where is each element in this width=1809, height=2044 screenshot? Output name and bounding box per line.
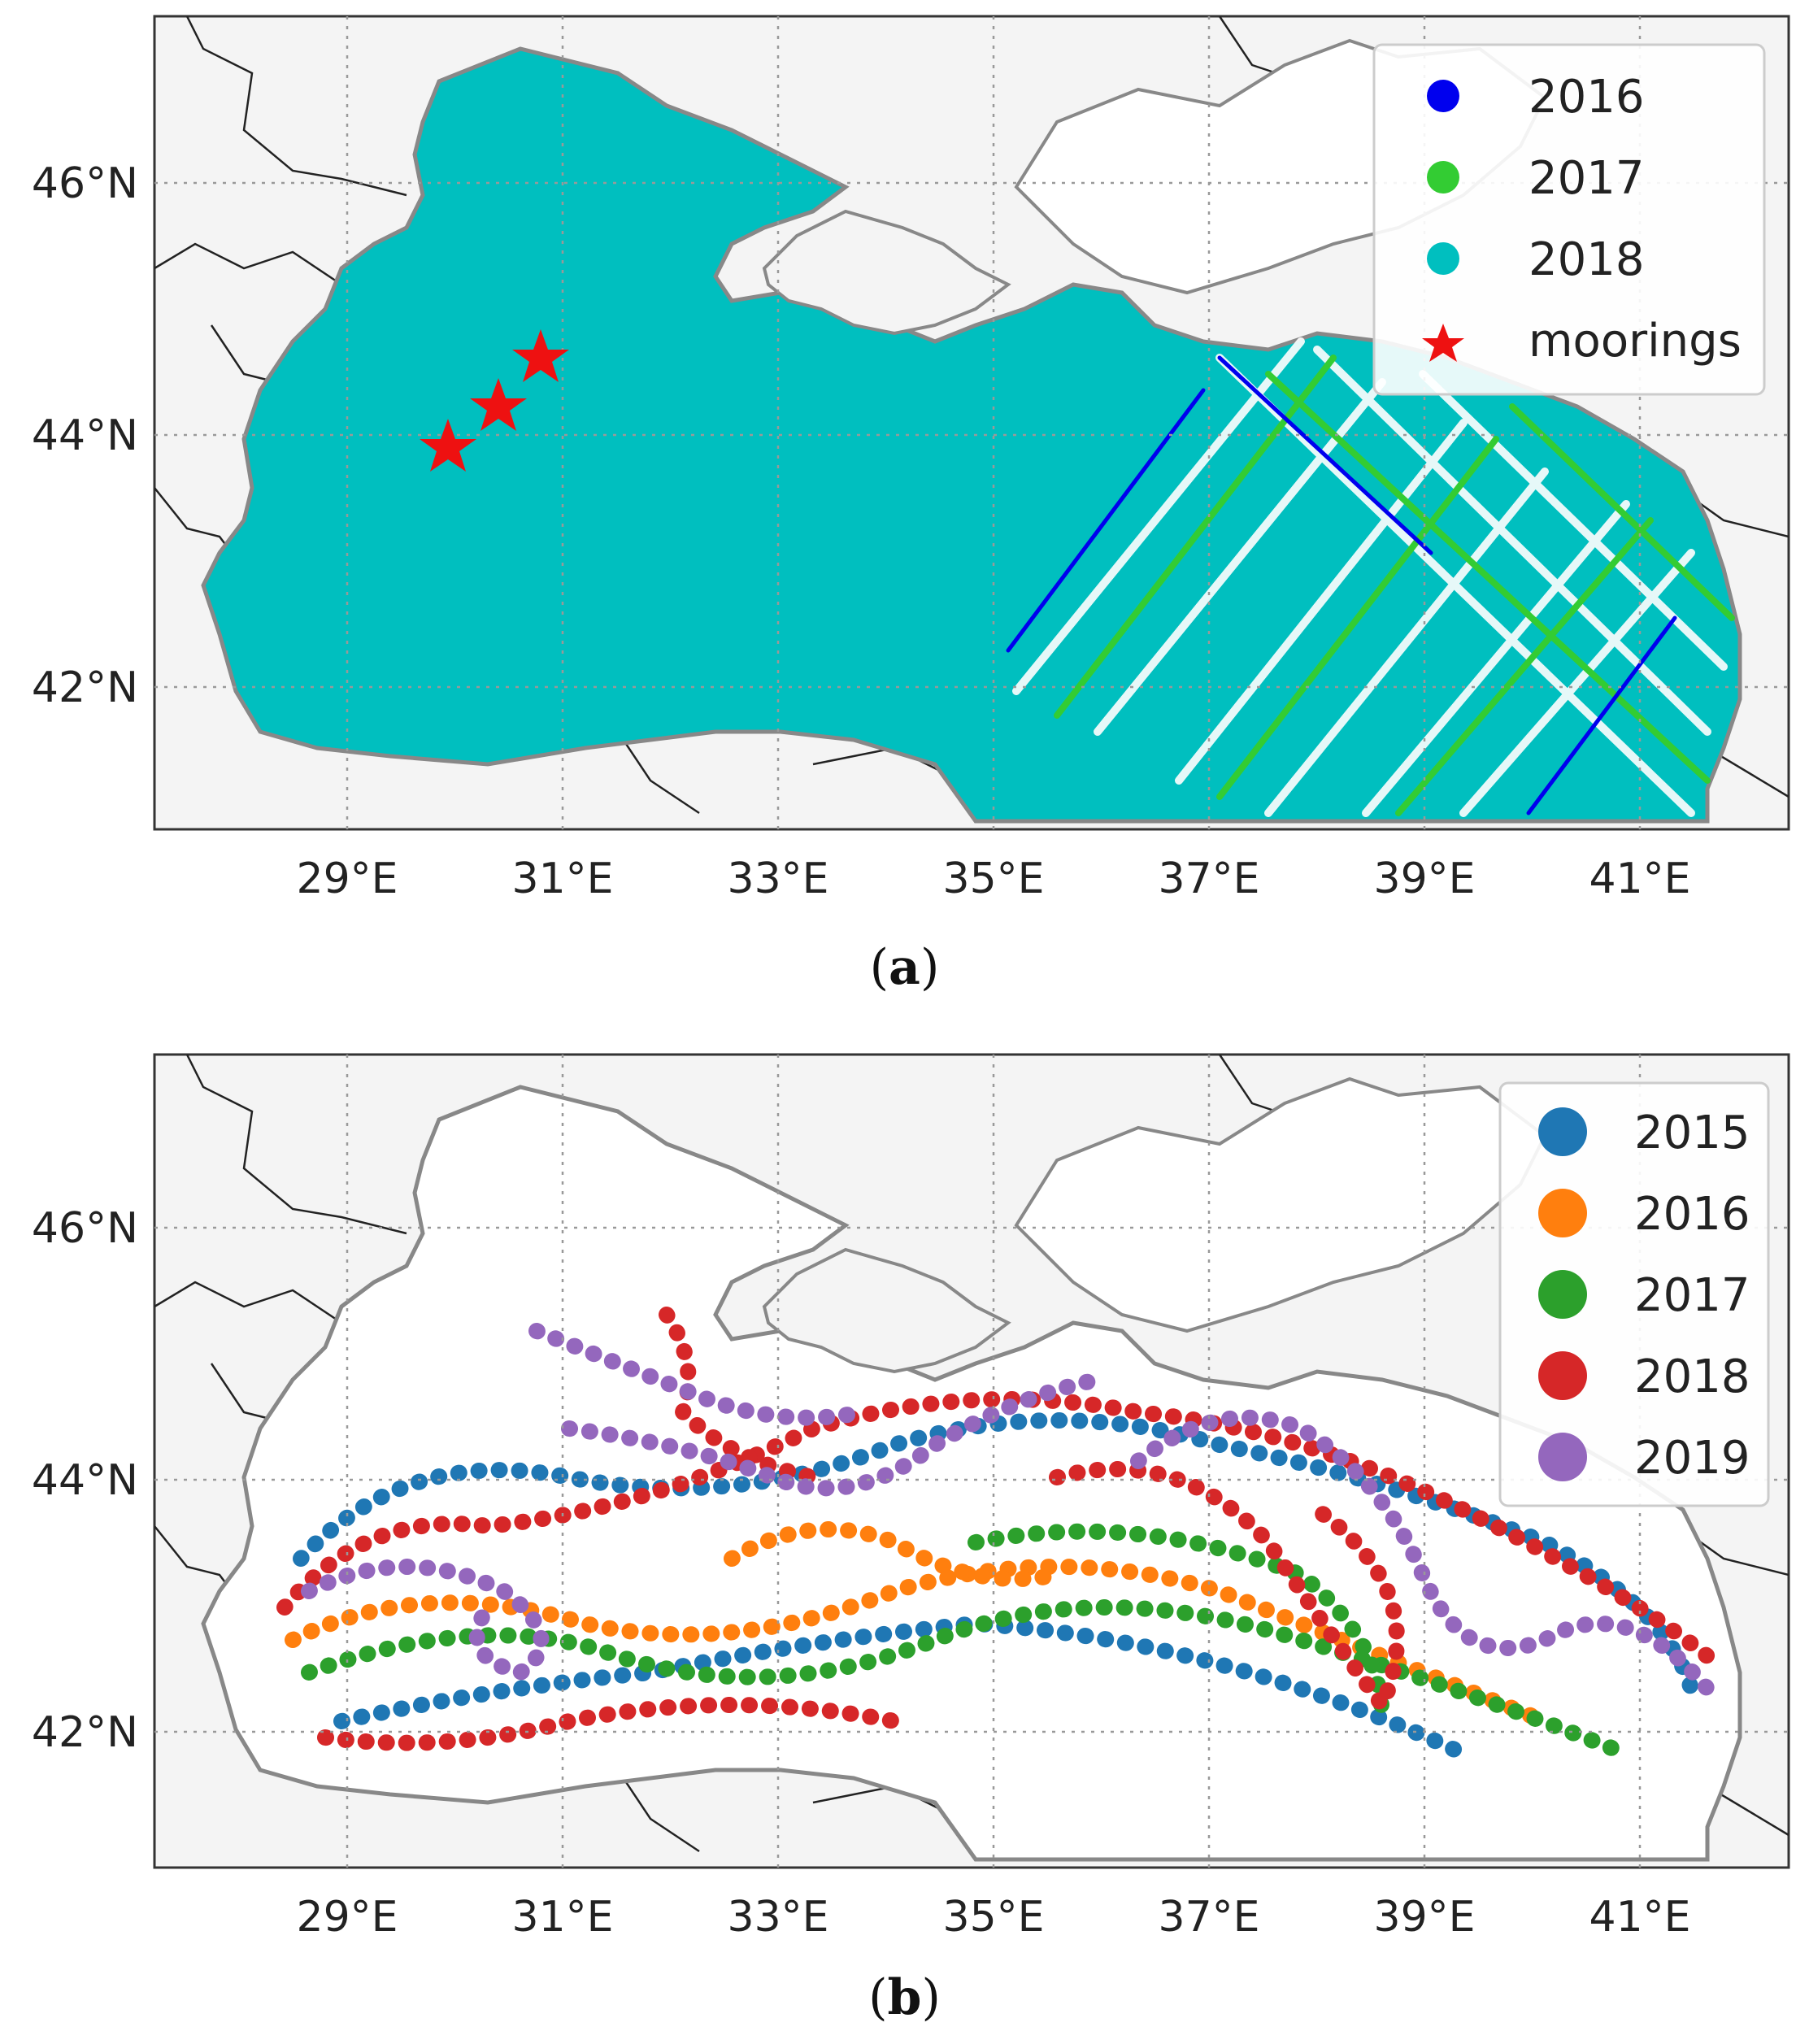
y-tick: 46°N bbox=[32, 159, 138, 208]
y-ticks-b: 46°N 44°N 42°N bbox=[32, 1204, 138, 1757]
x-tick: 33°E bbox=[727, 855, 828, 903]
legend-marker bbox=[1538, 1270, 1587, 1319]
tracks-a bbox=[1006, 337, 1735, 817]
legend-label: moorings bbox=[1529, 315, 1742, 367]
x-tick: 33°E bbox=[727, 1893, 828, 1942]
caption-letter-b: b bbox=[887, 1969, 922, 2026]
map-panel-b: 29°E 31°E 33°E 35°E 37°E 39°E 41°E 46°N … bbox=[0, 1022, 1809, 2044]
legend-star-icon bbox=[1422, 324, 1464, 362]
drifter-tracks-b bbox=[276, 1307, 1716, 1762]
x-ticks-b: 29°E 31°E 33°E 35°E 37°E 39°E 41°E bbox=[296, 1893, 1690, 1942]
y-tick: 44°N bbox=[32, 411, 138, 460]
map-b-svg: 29°E 31°E 33°E 35°E 37°E 39°E 41°E 46°N … bbox=[32, 1053, 1790, 1942]
legend-marker bbox=[1538, 1189, 1587, 1237]
x-tick: 41°E bbox=[1589, 1893, 1690, 1942]
map-panel-a: 29°E 31°E 33°E 35°E 37°E 39°E 41°E 46°N … bbox=[32, 15, 1790, 996]
legend-label: 2019 bbox=[1634, 1432, 1750, 1485]
legend-label: 2017 bbox=[1634, 1269, 1750, 1322]
legend-marker bbox=[1427, 242, 1459, 275]
caption-letter-a: a bbox=[889, 939, 920, 996]
legend-marker bbox=[1538, 1107, 1587, 1156]
mooring-star bbox=[420, 419, 476, 472]
x-tick: 35°E bbox=[942, 1893, 1044, 1942]
y-tick: 46°N bbox=[32, 1204, 138, 1253]
black-sea-a bbox=[201, 46, 1742, 824]
legend-marker bbox=[1538, 1351, 1587, 1400]
legend-b: 2015 2016 2017 2018 2019 bbox=[1498, 1081, 1770, 1507]
legend-label: 2018 bbox=[1529, 233, 1645, 286]
caption-b: (b) bbox=[868, 1969, 941, 2026]
crimea-a bbox=[762, 209, 1011, 336]
caption-a: (a) bbox=[869, 939, 940, 996]
legend-marker bbox=[1427, 161, 1459, 194]
legend-label: 2015 bbox=[1634, 1107, 1750, 1159]
legend-label: 2018 bbox=[1634, 1350, 1750, 1403]
y-ticks-a: 46°N 44°N 42°N bbox=[32, 159, 138, 712]
x-tick: 39°E bbox=[1373, 855, 1475, 903]
x-tick: 41°E bbox=[1589, 855, 1690, 903]
map-a-svg: 29°E 31°E 33°E 35°E 37°E 39°E 41°E 46°N … bbox=[32, 15, 1790, 903]
legend-label: 2017 bbox=[1529, 152, 1645, 205]
y-tick: 44°N bbox=[32, 1456, 138, 1505]
moorings-a bbox=[420, 329, 569, 472]
legend-label: 2016 bbox=[1634, 1188, 1750, 1241]
x-tick: 31°E bbox=[511, 855, 613, 903]
x-tick: 37°E bbox=[1158, 1893, 1259, 1942]
legend-a: 2016 2017 2018 moorings bbox=[1372, 43, 1766, 396]
y-tick: 42°N bbox=[32, 663, 138, 712]
legend-marker bbox=[1538, 1433, 1587, 1481]
x-tick: 35°E bbox=[942, 855, 1044, 903]
y-tick: 42°N bbox=[32, 1708, 138, 1757]
legend-marker bbox=[1427, 80, 1459, 112]
mooring-star bbox=[512, 329, 569, 382]
x-tick: 37°E bbox=[1158, 855, 1259, 903]
x-tick: 29°E bbox=[296, 855, 398, 903]
mooring-star bbox=[470, 378, 527, 431]
crimea-b bbox=[762, 1247, 1011, 1374]
x-tick: 39°E bbox=[1373, 1893, 1475, 1942]
x-tick: 31°E bbox=[511, 1893, 613, 1942]
legend-label: 2016 bbox=[1529, 71, 1645, 124]
x-ticks-a: 29°E 31°E 33°E 35°E 37°E 39°E 41°E bbox=[296, 855, 1690, 903]
x-tick: 29°E bbox=[296, 1893, 398, 1942]
